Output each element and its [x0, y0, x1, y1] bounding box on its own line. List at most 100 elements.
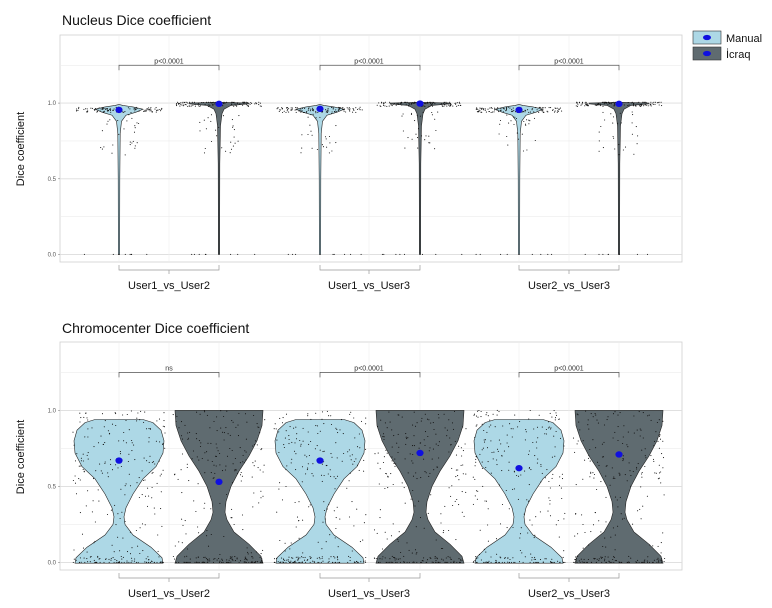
data-point	[590, 413, 592, 415]
data-point	[408, 549, 410, 551]
data-point	[558, 536, 560, 538]
data-point	[449, 556, 451, 558]
data-point	[282, 417, 284, 419]
data-point	[539, 106, 541, 108]
data-point	[298, 537, 300, 539]
data-point	[420, 477, 422, 479]
data-point	[654, 103, 656, 106]
data-point	[359, 106, 361, 108]
data-point	[283, 110, 285, 112]
group-bracket	[518, 573, 620, 579]
data-point	[131, 560, 133, 562]
data-point	[419, 517, 422, 519]
data-point	[131, 142, 133, 144]
data-point	[528, 119, 530, 121]
data-point	[307, 109, 309, 111]
data-point	[335, 427, 337, 429]
data-point	[605, 521, 607, 523]
data-point	[421, 417, 423, 419]
data-point	[289, 561, 291, 563]
data-point	[637, 463, 639, 465]
data-point	[601, 101, 603, 103]
data-point	[549, 428, 552, 430]
data-point	[493, 111, 495, 113]
data-point	[103, 111, 105, 114]
data-point	[476, 561, 478, 563]
data-point	[310, 557, 312, 559]
data-point	[561, 473, 563, 475]
data-point	[182, 101, 184, 103]
data-point	[158, 418, 161, 420]
data-point	[319, 449, 321, 451]
data-point	[647, 415, 649, 417]
data-point	[505, 106, 508, 108]
data-point	[465, 491, 467, 493]
data-point	[209, 427, 211, 429]
data-point	[113, 561, 115, 563]
data-point	[164, 432, 166, 434]
data-point	[295, 253, 297, 255]
data-point	[134, 108, 136, 110]
data-point	[316, 445, 318, 447]
data-point	[307, 558, 309, 561]
data-point	[378, 102, 380, 104]
data-point	[397, 433, 399, 435]
data-point	[146, 253, 148, 255]
data-point	[641, 472, 643, 474]
data-point	[197, 104, 200, 106]
data-point	[288, 108, 290, 110]
data-point	[395, 561, 397, 563]
data-point	[321, 557, 323, 560]
data-point	[155, 107, 157, 109]
data-point	[353, 561, 356, 563]
data-point	[215, 455, 218, 457]
data-point	[481, 461, 483, 463]
data-point	[443, 102, 445, 104]
data-point	[475, 458, 477, 460]
data-point	[607, 103, 609, 105]
data-point	[598, 140, 600, 142]
data-point	[432, 422, 434, 424]
data-point	[607, 556, 609, 558]
data-point	[623, 104, 625, 106]
data-point	[509, 107, 511, 109]
data-point	[613, 102, 615, 105]
data-point	[103, 426, 105, 428]
data-point	[174, 558, 176, 560]
data-point	[639, 104, 642, 106]
data-point	[395, 253, 397, 255]
data-point	[436, 557, 438, 559]
data-point	[560, 487, 562, 489]
data-point	[223, 415, 225, 418]
data-point	[454, 440, 456, 442]
data-point	[232, 559, 234, 561]
data-point	[230, 141, 232, 143]
data-point	[76, 453, 78, 455]
data-point	[535, 441, 537, 443]
data-point	[551, 477, 553, 479]
data-point	[297, 556, 299, 558]
data-point	[574, 556, 577, 558]
data-point	[290, 109, 292, 112]
data-point	[229, 556, 231, 558]
data-point	[172, 414, 174, 416]
data-point	[348, 109, 350, 111]
data-point	[306, 469, 308, 471]
data-point	[499, 119, 502, 122]
data-point	[151, 472, 153, 474]
data-point	[483, 441, 486, 443]
mean-marker	[615, 100, 623, 108]
data-point	[585, 561, 587, 563]
data-point	[279, 482, 281, 484]
data-point	[298, 561, 301, 563]
data-point	[652, 103, 654, 106]
data-point	[252, 445, 254, 447]
data-point	[605, 561, 607, 563]
data-point	[614, 411, 616, 413]
data-point	[208, 101, 210, 103]
data-point	[151, 486, 153, 489]
significance-bracket: ns	[118, 365, 220, 378]
data-point	[614, 549, 616, 551]
data-point	[75, 493, 78, 495]
data-point	[644, 104, 646, 106]
